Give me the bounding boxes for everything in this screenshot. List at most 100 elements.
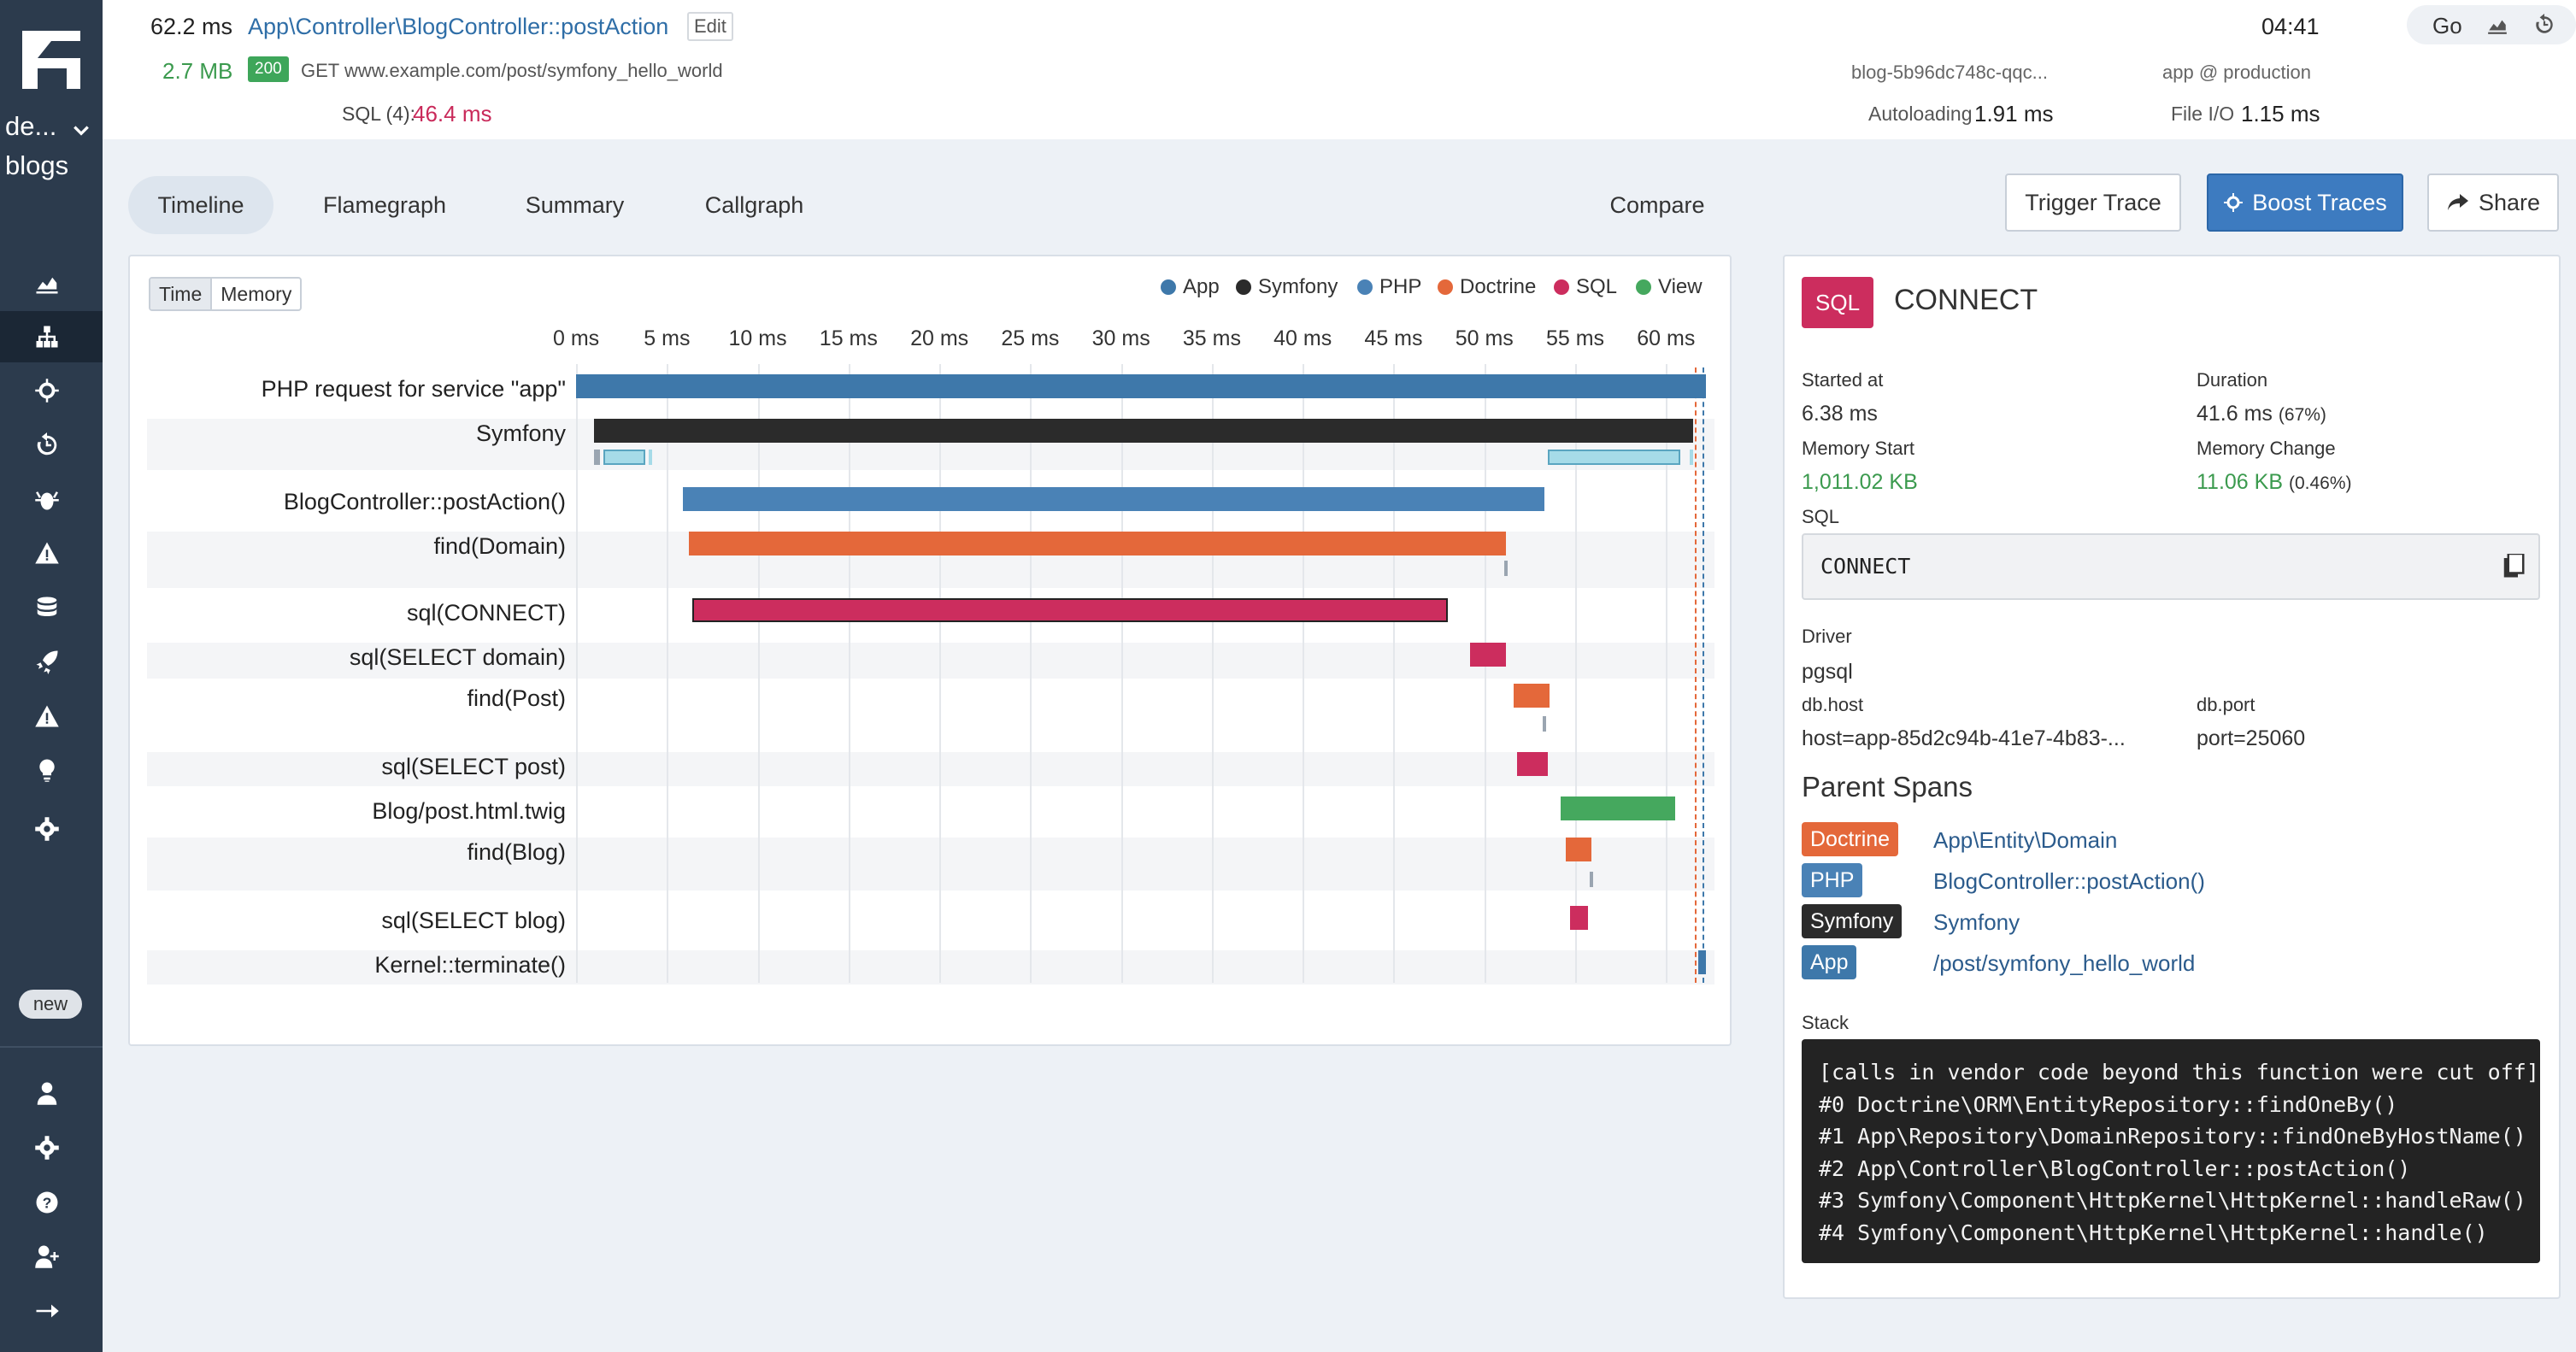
stats-icon[interactable] bbox=[32, 268, 62, 297]
sub-span-marker[interactable] bbox=[594, 450, 600, 465]
history-icon[interactable] bbox=[2533, 14, 2555, 36]
row-label[interactable]: find(Domain) bbox=[433, 533, 566, 559]
parent-span-badge: App bbox=[1802, 945, 1857, 979]
row-label[interactable]: sql(SELECT blog) bbox=[381, 908, 566, 933]
legend-label: Doctrine bbox=[1460, 275, 1537, 298]
legend-item-sql[interactable]: SQL bbox=[1554, 275, 1617, 299]
alert-icon[interactable] bbox=[32, 702, 62, 731]
compare-link[interactable]: Compare bbox=[1609, 192, 1705, 218]
history-icon[interactable] bbox=[32, 431, 62, 460]
duration-pct: (67%) bbox=[2278, 405, 2326, 425]
span-bar[interactable] bbox=[683, 487, 1544, 511]
x-tick-label: 35 ms bbox=[1182, 326, 1241, 350]
row-label[interactable]: find(Blog) bbox=[467, 839, 566, 865]
sub-span-marker[interactable] bbox=[1504, 561, 1509, 576]
database-icon[interactable] bbox=[32, 593, 62, 622]
row-label[interactable]: sql(CONNECT) bbox=[407, 600, 566, 626]
end-marker-line bbox=[1702, 367, 1704, 983]
row-label[interactable]: BlogController::postAction() bbox=[283, 489, 566, 514]
legend-item-app[interactable]: App bbox=[1161, 275, 1220, 299]
add-user-icon[interactable] bbox=[32, 1242, 62, 1271]
share-icon bbox=[2447, 194, 2468, 210]
row-label[interactable]: PHP request for service "app" bbox=[261, 376, 566, 402]
span-bar[interactable] bbox=[1516, 752, 1549, 776]
span-bar[interactable] bbox=[1569, 906, 1588, 930]
x-tick-label: 60 ms bbox=[1637, 326, 1696, 350]
x-tick-label: 15 ms bbox=[819, 326, 878, 350]
row-label[interactable]: find(Post) bbox=[467, 685, 566, 711]
row-label[interactable]: sql(SELECT post) bbox=[381, 754, 566, 779]
sql-field-label: SQL bbox=[1802, 506, 1840, 527]
gear-icon[interactable] bbox=[32, 1133, 62, 1162]
project-selector[interactable]: de... bbox=[5, 111, 89, 142]
help-icon[interactable]: ? bbox=[32, 1188, 62, 1217]
span-bar[interactable] bbox=[594, 419, 1694, 443]
legend-item-view[interactable]: View bbox=[1636, 275, 1703, 299]
sub-span-marker[interactable] bbox=[1589, 872, 1594, 887]
sub-span-marker[interactable] bbox=[603, 450, 645, 465]
graph-icon[interactable] bbox=[2485, 14, 2509, 36]
span-bar[interactable] bbox=[691, 598, 1448, 622]
controller-link[interactable]: App\Controller\BlogController::postActio… bbox=[248, 14, 669, 39]
sub-span-marker[interactable] bbox=[1542, 716, 1546, 732]
parent-span-link[interactable]: /post/symfony_hello_world bbox=[1933, 950, 2196, 976]
boost-traces-button[interactable]: Boost Traces bbox=[2207, 173, 2403, 232]
sub-span-marker[interactable] bbox=[1548, 450, 1681, 465]
settings-icon[interactable] bbox=[32, 814, 62, 844]
fileio-label: File I/O bbox=[2171, 103, 2235, 125]
row-label[interactable]: Symfony bbox=[475, 420, 566, 446]
row-label[interactable]: Kernel::terminate() bbox=[374, 952, 566, 978]
crosshair-icon bbox=[2224, 193, 2244, 212]
edit-button[interactable]: Edit bbox=[687, 12, 733, 41]
trigger-trace-button[interactable]: Trigger Trace bbox=[2005, 173, 2181, 232]
span-bar[interactable] bbox=[1698, 950, 1706, 974]
parent-span-link[interactable]: BlogController::postAction() bbox=[1933, 868, 2205, 894]
stack-frame: [calls in vendor code beyond this functi… bbox=[1819, 1060, 2539, 1085]
legend-label: Symfony bbox=[1258, 275, 1338, 298]
tab-callgraph[interactable]: Callgraph bbox=[704, 192, 804, 218]
collapse-icon[interactable] bbox=[32, 1296, 62, 1326]
parent-span-link[interactable]: App\Entity\Domain bbox=[1933, 827, 2118, 853]
tab-flamegraph[interactable]: Flamegraph bbox=[322, 192, 447, 218]
memory-change-kb: 11.06 KB bbox=[2197, 470, 2284, 494]
legend-item-php[interactable]: PHP bbox=[1357, 275, 1421, 299]
timeline-icon[interactable] bbox=[32, 322, 62, 351]
row-label[interactable]: sql(SELECT domain) bbox=[349, 644, 566, 670]
sub-span-marker[interactable] bbox=[649, 450, 653, 465]
legend-item-doctrine[interactable]: Doctrine bbox=[1438, 275, 1536, 299]
span-detail-panel: SQL CONNECT Started at 6.38 ms Duration … bbox=[1783, 255, 2561, 1299]
span-bar[interactable] bbox=[688, 532, 1507, 555]
share-button[interactable]: Share bbox=[2427, 173, 2559, 232]
recommendations-icon[interactable] bbox=[32, 376, 62, 405]
bug-icon[interactable] bbox=[32, 485, 62, 514]
copy-icon[interactable] bbox=[2502, 554, 2525, 579]
bulb-icon[interactable] bbox=[32, 755, 62, 785]
row-label[interactable]: Blog/post.html.twig bbox=[372, 798, 566, 824]
warning-icon[interactable] bbox=[32, 538, 62, 567]
dbhost-value: host=app-85d2c94b-41e7-4b83-... bbox=[1802, 726, 2126, 750]
legend-item-symfony[interactable]: Symfony bbox=[1236, 275, 1338, 299]
deploy-icon[interactable] bbox=[32, 647, 62, 676]
sidebar-divider bbox=[0, 1046, 103, 1048]
span-bar[interactable] bbox=[1566, 838, 1592, 861]
tab-timeline[interactable]: Timeline bbox=[128, 176, 273, 234]
go-button[interactable]: Go bbox=[2432, 13, 2462, 38]
user-icon[interactable] bbox=[32, 1079, 62, 1108]
span-bar[interactable] bbox=[576, 374, 1706, 398]
profile-header: 62.2 ms App\Controller\BlogController::p… bbox=[103, 0, 2576, 139]
memory-change-value: 11.06 KB (0.46%) bbox=[2197, 470, 2352, 495]
span-bar[interactable] bbox=[1469, 643, 1507, 667]
sub-span-marker[interactable] bbox=[1689, 450, 1694, 465]
started-label: Started at bbox=[1802, 369, 1884, 391]
blackfire-logo[interactable] bbox=[17, 26, 85, 94]
span-bar[interactable] bbox=[1513, 684, 1550, 708]
parent-spans-title: Parent Spans bbox=[1802, 771, 1973, 802]
row-stripe bbox=[147, 950, 1714, 985]
parent-span-link[interactable]: Symfony bbox=[1933, 909, 2020, 935]
memory-toggle[interactable]: Memory bbox=[210, 279, 300, 309]
row-stripe bbox=[147, 643, 1714, 679]
tab-summary[interactable]: Summary bbox=[525, 192, 625, 218]
time-toggle[interactable]: Time bbox=[150, 279, 211, 309]
new-badge[interactable]: new bbox=[19, 990, 82, 1019]
span-bar[interactable] bbox=[1560, 797, 1675, 820]
